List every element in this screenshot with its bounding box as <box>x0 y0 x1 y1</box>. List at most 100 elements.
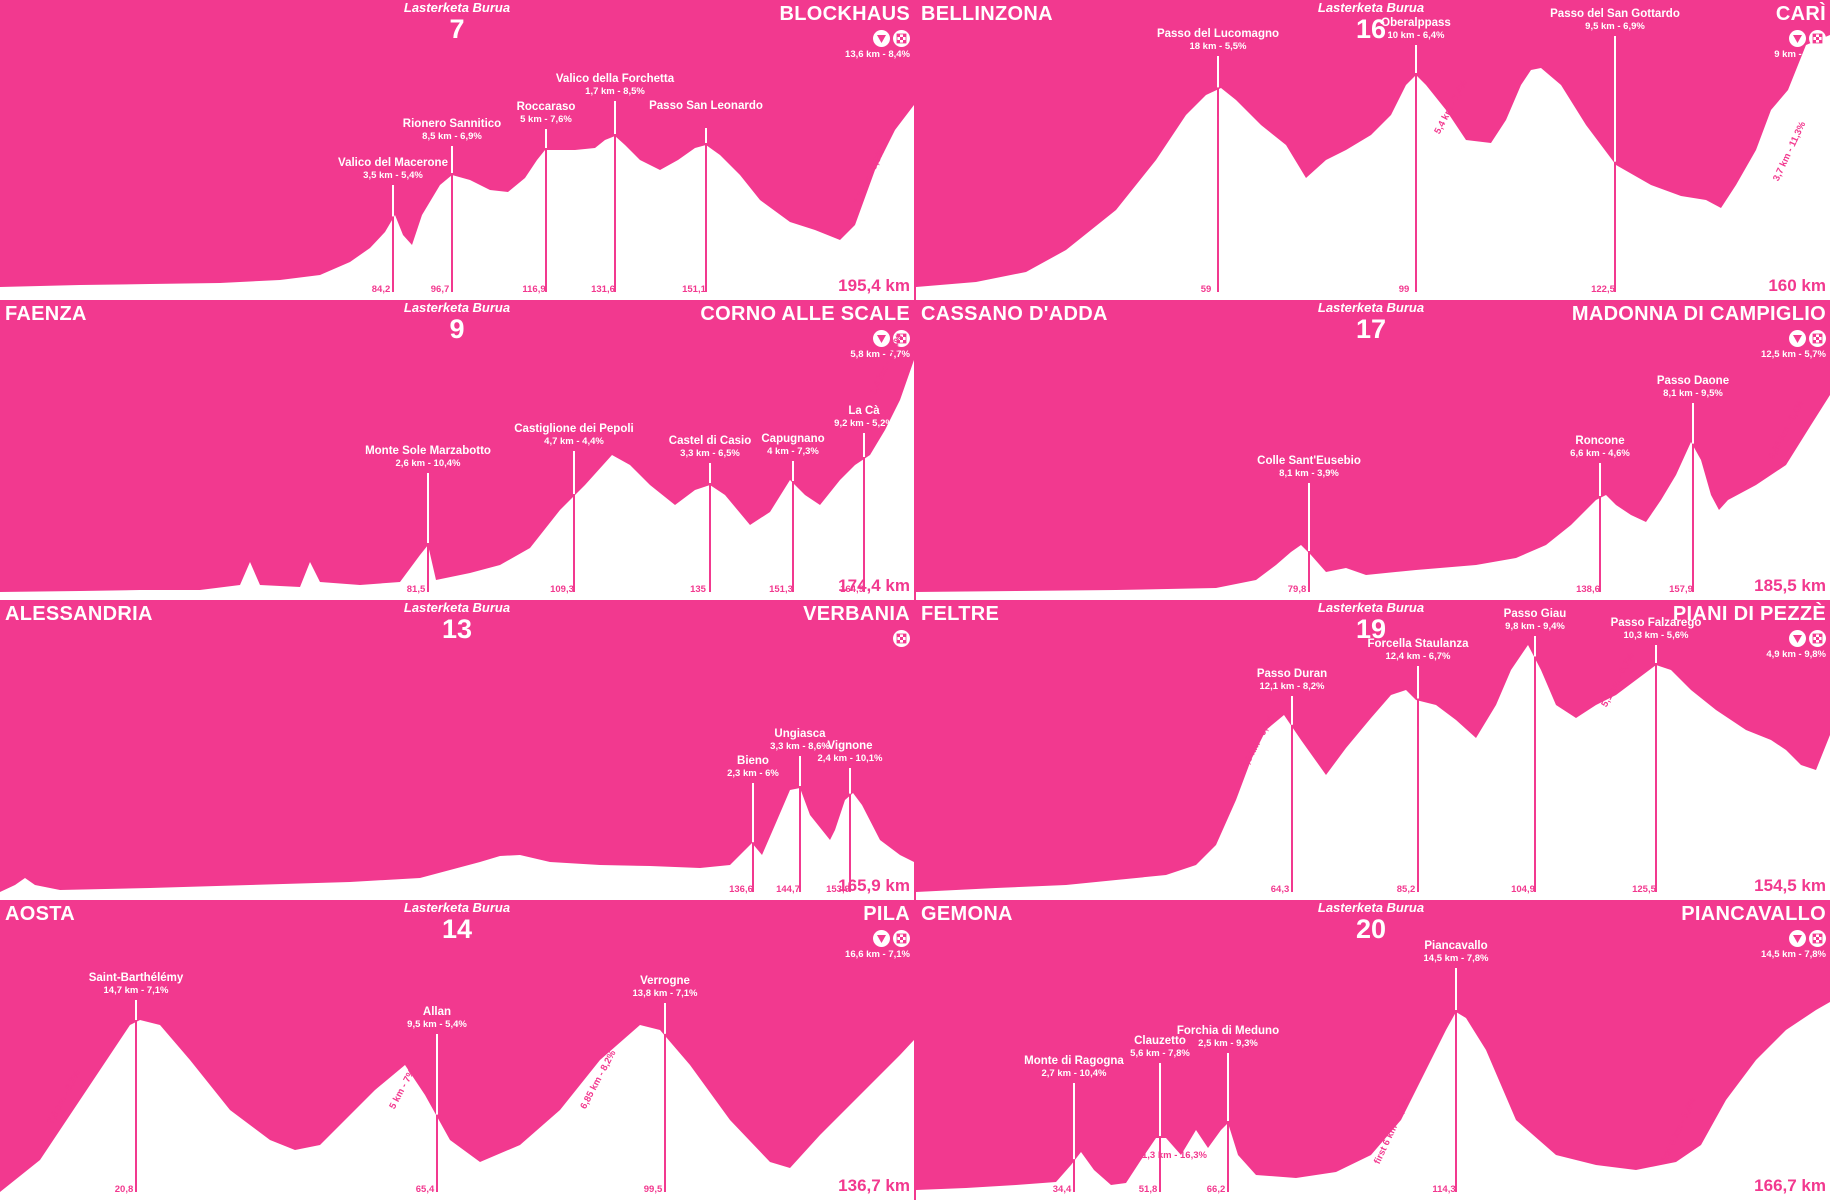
start-city: AOSTA <box>5 903 76 925</box>
climb-name: Forchia di Meduno <box>1176 1025 1280 1037</box>
climb-km-marker: 125,5 <box>1632 884 1656 895</box>
climb-stats: 14,7 km - 7,1% <box>103 985 169 996</box>
climb-name: Castel di Casio <box>668 435 752 447</box>
climb-label: Passo del San Gottardo 9,5 km - 6,9% <box>1550 8 1680 33</box>
elevation-profile <box>0 360 914 600</box>
stage-panel-20: GEMONA PIANCAVALLO Lasterketa Burua 20 14,5 … <box>916 900 1830 1200</box>
climb-stats: 2,4 km - 10,1% <box>817 753 883 764</box>
climb-label: Castel di Casio 3,3 km - 6,5% <box>669 435 751 460</box>
climb-km-marker: 99,5 <box>643 1184 663 1195</box>
finish-city: PILA <box>863 903 910 925</box>
climb-name: Vignone <box>827 740 873 752</box>
elevation-area <box>916 1002 1830 1200</box>
climb-stats: 12,4 km - 6,7% <box>1385 651 1451 662</box>
climb-label: Bieno 2,3 km - 6% <box>727 755 779 780</box>
finish-climb-info: 12,5 km - 5,7% <box>1761 349 1826 360</box>
start-city: CASSANO D'ADDA <box>921 303 1108 325</box>
climb-name: Valico della Forchetta <box>555 73 675 85</box>
climb-label: Clauzetto 5,6 km - 7,8% <box>1130 1035 1190 1060</box>
climb-stats: 9,2 km - 5,2% <box>834 418 894 429</box>
climb-name: Valico del Macerone <box>338 157 448 169</box>
finish-icons <box>1786 330 1826 347</box>
climb-stats: 12,1 km - 8,2% <box>1259 681 1325 692</box>
climb-name: Oberalppass <box>1381 17 1451 29</box>
stage-panel-17: CASSANO D'ADDA MADONNA DI CAMPIGLIO Laster… <box>916 300 1830 600</box>
climb-label: Colle Sant'Eusebio 8,1 km - 3,9% <box>1257 455 1361 480</box>
climb-label: Capugnano 4 km - 7,3% <box>761 433 824 458</box>
elevation-profile <box>0 756 914 900</box>
finish-flag-icon <box>1809 630 1826 647</box>
climb-km-marker: 164,9 <box>840 584 864 595</box>
climb-km-marker: 122,5 <box>1591 284 1615 295</box>
stage-number: 14 <box>441 914 473 944</box>
start-city: BELLINZONA <box>921 3 1053 25</box>
climb-stats: 9,8 km - 9,4% <box>1505 621 1565 632</box>
climb-km-marker: 157,9 <box>1669 584 1693 595</box>
elevation-profile <box>0 1000 914 1200</box>
stage-panel-19: FELTRE PIANI DI PEZZÈ Lasterketa Burua 19 4,… <box>916 600 1830 900</box>
stage-number: 20 <box>1355 914 1387 944</box>
climb-stats: 6,6 km - 4,6% <box>1570 448 1630 459</box>
stage-distance: 195,4 km <box>838 276 910 295</box>
climb-label: Roccaraso 5 km - 7,6% <box>517 101 576 126</box>
climb-label: Passo Falzarego 10,3 km - 5,6% <box>1611 617 1702 642</box>
climb-name: Verrogne <box>640 975 690 987</box>
stage-distance: 160 km <box>1768 276 1826 295</box>
climb-stats: 2,6 km - 10,4% <box>395 458 461 469</box>
climb-stats: 4,7 km - 4,4% <box>544 436 604 447</box>
stage-number: 17 <box>1355 314 1387 344</box>
finish-icons <box>890 630 910 647</box>
climb-km-marker: 138,6 <box>1576 584 1600 595</box>
sponsor-label: Lasterketa Burua <box>1317 300 1425 315</box>
climb-label: Valico del Macerone 3,5 km - 5,4% <box>338 157 448 182</box>
climb-stats: 8,5 km - 6,9% <box>422 131 482 142</box>
climb-km-marker: 85,2 <box>1396 884 1416 895</box>
elevation-area <box>916 35 1830 300</box>
finish-flag-icon <box>893 930 910 947</box>
climb-name: Forcella Staulanza <box>1367 638 1469 650</box>
climb-name: Passo Falzarego <box>1610 617 1702 629</box>
climb-label: Forchia di Meduno 2,5 km - 9,3% <box>1177 1025 1279 1050</box>
stage-number: 19 <box>1355 614 1387 644</box>
start-city: FELTRE <box>921 603 1000 625</box>
finish-climb-info: 16,6 km - 7,1% <box>845 949 910 960</box>
climb-stats: 10,3 km - 5,6% <box>1623 630 1689 641</box>
finish-city: MADONNA DI CAMPIGLIO <box>1571 303 1826 325</box>
finish-city: BLOCKHAUS <box>779 3 910 25</box>
elevation-profile <box>916 395 1830 600</box>
stage-distance: 166,7 km <box>1754 1176 1826 1195</box>
finish-climb-info: 5,8 km - 7,7% <box>850 349 910 360</box>
climb-label: Oberalppass 10 km - 6,4% <box>1381 17 1451 42</box>
climb-name: Colle Sant'Eusebio <box>1257 455 1361 467</box>
climb-label: Passo San Leonardo <box>649 100 763 113</box>
climb-name: Passo del Lucomagno <box>1156 28 1280 40</box>
climb-km-marker: 65,4 <box>415 1184 435 1195</box>
elevation-area <box>916 395 1830 600</box>
stage-distance: 185,5 km <box>1754 576 1826 595</box>
finish-flag-icon <box>1809 330 1826 347</box>
climb-km-marker: 51,8 <box>1138 1184 1158 1195</box>
climb-km-marker: 131,6 <box>591 284 615 295</box>
climb-name: Capugnano <box>761 433 825 445</box>
stage-number: 7 <box>449 14 465 44</box>
climb-stats: 3,5 km - 5,4% <box>363 170 423 181</box>
summit-finish-icon <box>1789 630 1806 647</box>
climb-name: Passo Daone <box>1656 375 1730 387</box>
stage-panel-7: BLOCKHAUS Lasterketa Burua 7 13,6 km - 8,4%… <box>0 0 914 300</box>
elevation-profile <box>0 101 914 300</box>
climb-stats: 8,1 km - 3,9% <box>1279 468 1339 479</box>
climb-km-marker: 153,9 <box>826 884 850 895</box>
finish-city: PIANCAVALLO <box>1681 903 1826 925</box>
summit-finish-icon <box>873 30 890 47</box>
sponsor-label: Lasterketa Burua <box>403 900 511 915</box>
elevation-profile <box>916 35 1830 300</box>
climb-label: Saint-Barthélémy 14,7 km - 7,1% <box>89 972 184 997</box>
finish-icons <box>1786 930 1826 947</box>
finish-flag-icon <box>1809 930 1826 947</box>
climb-name: Passo San Leonardo <box>649 100 763 112</box>
stage-distance: 165,9 km <box>838 876 910 895</box>
finish-flag-icon <box>893 630 910 647</box>
climb-name: Saint-Barthélémy <box>88 972 184 984</box>
stage-number: 9 <box>449 314 465 344</box>
